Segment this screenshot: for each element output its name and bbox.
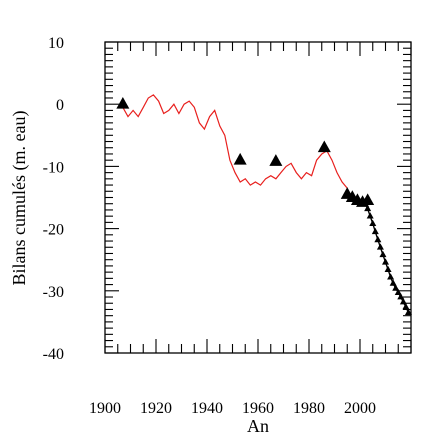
data-point-triangle — [402, 303, 410, 310]
data-point-triangle — [404, 308, 412, 315]
data-point-triangle — [371, 227, 379, 235]
data-point-triangle — [399, 298, 407, 305]
data-point-triangle — [389, 279, 397, 286]
axis-tick-labels: 1900 1920 1940 1960 1980 2000 10 0 -10 -20 -30 -40 — [43, 35, 376, 417]
data-point-triangle — [369, 219, 377, 227]
series-layer — [116, 94, 412, 315]
y-tick-label: -10 — [43, 159, 64, 176]
data-point-triangle — [364, 204, 372, 212]
plot-frame — [104, 41, 412, 354]
data-point-triangle — [269, 154, 283, 166]
axis-ticks — [104, 41, 412, 354]
data-point-triangle — [384, 265, 392, 273]
x-axis-label: An — [247, 416, 269, 436]
y-tick-label: -30 — [43, 284, 64, 301]
data-point-triangle — [374, 235, 382, 243]
data-point-triangle — [382, 258, 389, 265]
y-tick-label: -20 — [43, 222, 64, 239]
y-tick-label: -40 — [43, 346, 64, 363]
data-point-triangle — [387, 273, 395, 280]
x-tick-label: 1900 — [89, 400, 121, 417]
data-point-triangle — [394, 288, 402, 296]
data-point-triangle — [233, 152, 247, 165]
data-point-triangle — [116, 96, 130, 109]
x-tick-label: 1940 — [191, 400, 223, 417]
x-tick-label: 1980 — [293, 400, 325, 417]
x-tick-label: 2000 — [344, 400, 376, 417]
data-point-triangle — [392, 284, 400, 291]
x-tick-label: 1920 — [140, 400, 172, 417]
y-tick-label: 10 — [48, 35, 64, 52]
data-point-triangle — [376, 243, 384, 250]
data-point-triangle — [317, 140, 331, 153]
red-cumulative-line — [122, 94, 348, 189]
y-axis-label: Bilans cumulés (m. eau) — [9, 111, 30, 286]
data-point-triangle — [361, 198, 369, 205]
x-tick-label: 1960 — [242, 400, 274, 417]
y-tick-label: 0 — [56, 97, 64, 114]
data-point-triangle — [379, 250, 387, 258]
data-point-triangle — [397, 293, 405, 300]
data-point-triangle — [366, 212, 374, 219]
